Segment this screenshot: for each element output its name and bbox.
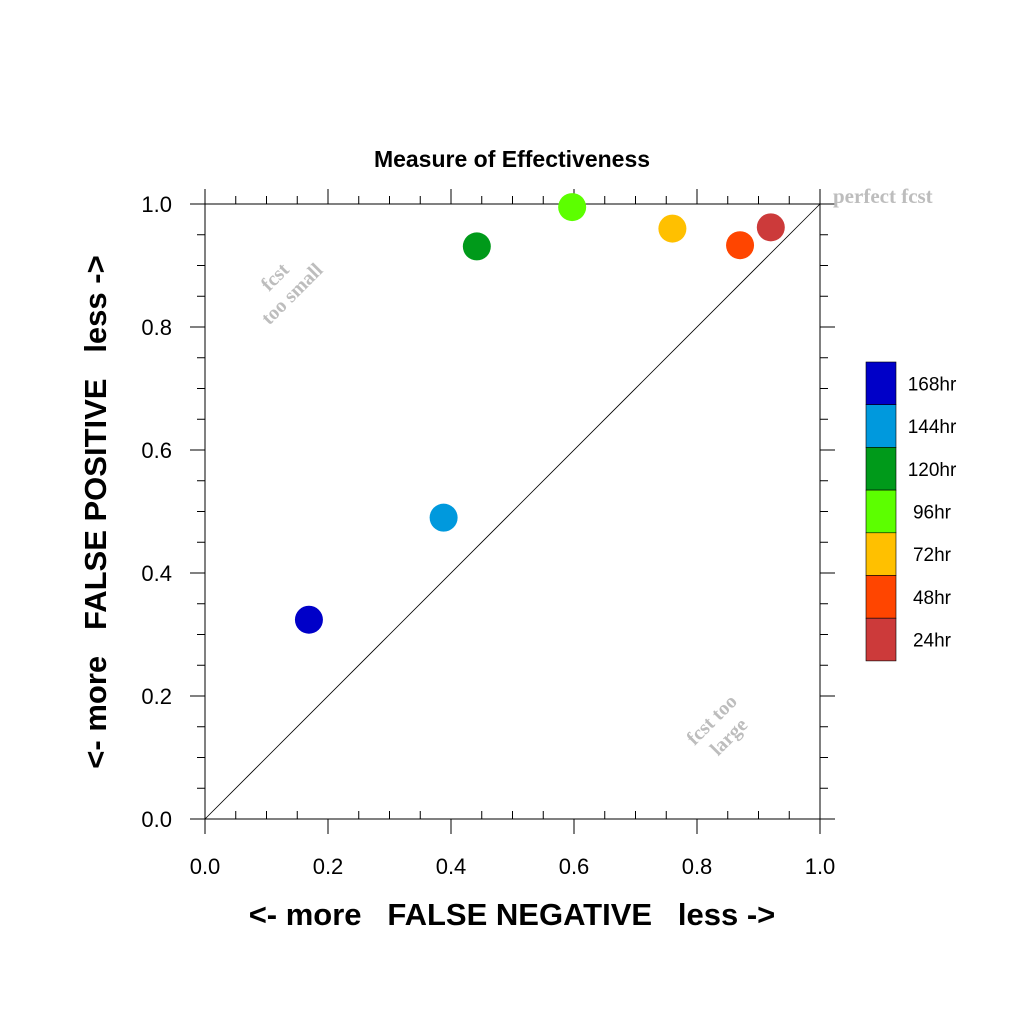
legend-swatch-96hr xyxy=(865,489,897,534)
axis-ticks: 0.0 0.2 0.4 0.6 0.8 1.0 0.0 0.2 0.4 0.6 0.8 1.0 xyxy=(141,189,835,879)
legend: 168hr 144hr 120hr 96hr 72hr 48hr 24hr xyxy=(865,361,957,662)
data-point-144hr xyxy=(429,503,458,532)
legend-swatch-120hr xyxy=(865,447,897,491)
x-tick-label: 0.0 xyxy=(190,854,221,879)
legend-label-120hr: 120hr xyxy=(908,460,957,481)
y-tick-label: 1.0 xyxy=(141,192,172,217)
diagonal-reference-line xyxy=(204,203,821,820)
too-large-annotation: fcst too large xyxy=(683,691,753,761)
x-tick-label: 0.6 xyxy=(559,854,590,879)
y-tick-label: 0.6 xyxy=(141,438,172,463)
legend-swatch-24hr xyxy=(865,617,897,662)
data-point-96hr xyxy=(558,193,587,222)
y-axis-title: <- more FALSE POSITIVE less -> xyxy=(78,255,113,768)
y-tick-label: 0.2 xyxy=(141,684,172,709)
data-point-168hr xyxy=(294,605,323,634)
x-tick-label: 0.4 xyxy=(436,854,467,879)
too-small-annotation: fcst too small xyxy=(257,259,328,330)
legend-label-96hr: 96hr xyxy=(913,502,952,523)
legend-label-72hr: 72hr xyxy=(913,545,952,566)
data-point-24hr xyxy=(756,213,785,242)
y-tick-label: 0.8 xyxy=(141,315,172,340)
legend-label-24hr: 24hr xyxy=(913,631,952,652)
legend-label-144hr: 144hr xyxy=(908,417,957,438)
legend-label-168hr: 168hr xyxy=(908,374,957,395)
legend-label-48hr: 48hr xyxy=(913,588,952,609)
y-tick-label: 0.4 xyxy=(141,561,172,586)
y-tick-label: 0.0 xyxy=(141,807,172,832)
legend-swatch-48hr xyxy=(865,575,897,619)
x-axis-title: <- more FALSE NEGATIVE less -> xyxy=(249,897,776,932)
data-point-120hr xyxy=(462,232,491,261)
chart-title: Measure of Effectiveness xyxy=(374,146,650,172)
data-points xyxy=(294,193,785,634)
data-point-48hr xyxy=(726,231,755,260)
x-tick-label: 0.2 xyxy=(313,854,344,879)
x-tick-label: 1.0 xyxy=(805,854,836,879)
legend-swatch-144hr xyxy=(865,404,897,448)
legend-swatch-168hr xyxy=(865,361,897,406)
legend-swatch-72hr xyxy=(865,532,897,576)
perfect-fcst-annotation: perfect fcst xyxy=(833,184,933,208)
x-tick-label: 0.8 xyxy=(682,854,713,879)
data-point-72hr xyxy=(658,214,687,243)
